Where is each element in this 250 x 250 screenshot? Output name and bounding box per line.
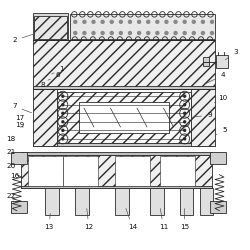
Circle shape — [62, 95, 64, 97]
Text: 2: 2 — [12, 34, 34, 43]
Circle shape — [92, 32, 95, 34]
Circle shape — [156, 20, 159, 23]
Bar — [75, 188, 89, 214]
Circle shape — [138, 20, 140, 23]
Circle shape — [110, 32, 113, 34]
Bar — [210, 201, 226, 212]
Bar — [200, 188, 213, 214]
Bar — [33, 143, 214, 146]
Circle shape — [62, 112, 64, 114]
Circle shape — [202, 32, 204, 34]
Text: 6: 6 — [48, 72, 60, 80]
Circle shape — [128, 32, 132, 34]
Bar — [33, 40, 214, 89]
Bar — [115, 188, 129, 214]
Circle shape — [74, 20, 77, 23]
Text: 5: 5 — [216, 127, 227, 135]
Circle shape — [101, 32, 104, 34]
Text: 10: 10 — [214, 95, 228, 102]
Bar — [216, 56, 228, 68]
Bar — [160, 156, 194, 186]
Circle shape — [119, 32, 122, 34]
Bar — [203, 57, 209, 66]
Circle shape — [62, 138, 64, 140]
Bar — [180, 188, 193, 214]
Circle shape — [62, 104, 64, 106]
Bar — [34, 16, 66, 39]
Text: 22: 22 — [6, 193, 15, 199]
Bar — [20, 155, 212, 188]
Bar — [33, 89, 57, 146]
Circle shape — [184, 104, 186, 106]
Bar — [115, 156, 150, 186]
Circle shape — [74, 32, 77, 34]
Bar — [191, 89, 214, 146]
Circle shape — [210, 20, 214, 23]
Circle shape — [147, 32, 150, 34]
Circle shape — [128, 20, 132, 23]
Text: 16: 16 — [10, 173, 22, 184]
Bar — [150, 188, 164, 214]
Circle shape — [183, 20, 186, 23]
Text: 9: 9 — [192, 112, 212, 118]
Circle shape — [62, 129, 64, 131]
Bar — [20, 152, 212, 155]
Bar — [210, 152, 226, 164]
Text: 7: 7 — [12, 103, 32, 113]
Text: 14: 14 — [126, 208, 137, 231]
Circle shape — [62, 121, 64, 123]
Text: 13: 13 — [44, 214, 54, 230]
Text: 21: 21 — [6, 149, 15, 155]
Text: 12: 12 — [84, 208, 94, 231]
Text: 19: 19 — [15, 122, 24, 128]
Circle shape — [110, 20, 113, 23]
Circle shape — [184, 95, 186, 97]
Text: 20: 20 — [6, 163, 15, 169]
Circle shape — [101, 20, 104, 23]
Text: 15: 15 — [180, 208, 189, 231]
Bar — [79, 102, 168, 133]
Circle shape — [210, 32, 214, 34]
Bar — [33, 86, 214, 89]
Circle shape — [156, 32, 159, 34]
Circle shape — [83, 20, 86, 23]
Bar — [28, 156, 63, 186]
Circle shape — [192, 32, 195, 34]
Circle shape — [184, 129, 186, 131]
Bar — [63, 156, 98, 186]
Bar — [11, 152, 27, 164]
Circle shape — [119, 20, 122, 23]
Circle shape — [202, 20, 204, 23]
Bar — [33, 13, 68, 40]
Circle shape — [83, 32, 86, 34]
Text: 18: 18 — [6, 136, 15, 142]
Circle shape — [165, 32, 168, 34]
Circle shape — [174, 20, 177, 23]
Circle shape — [147, 20, 150, 23]
Text: 11: 11 — [159, 208, 168, 231]
Circle shape — [184, 121, 186, 123]
Text: 4: 4 — [204, 72, 226, 84]
Circle shape — [165, 20, 168, 23]
Bar — [46, 188, 59, 214]
Bar — [11, 201, 27, 212]
Circle shape — [184, 112, 186, 114]
Text: 8: 8 — [41, 82, 50, 90]
Circle shape — [92, 20, 95, 23]
Circle shape — [183, 32, 186, 34]
Circle shape — [174, 32, 177, 34]
Text: 3: 3 — [225, 49, 238, 60]
Text: 1: 1 — [52, 66, 64, 74]
Circle shape — [192, 20, 195, 23]
Bar — [20, 186, 212, 188]
Text: 17: 17 — [15, 114, 24, 128]
Circle shape — [138, 32, 140, 34]
Bar — [70, 14, 214, 39]
Bar — [57, 92, 191, 143]
Circle shape — [184, 138, 186, 140]
